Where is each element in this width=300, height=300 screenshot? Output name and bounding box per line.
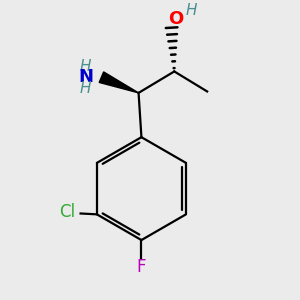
Text: O: O: [168, 10, 183, 28]
Text: H: H: [80, 59, 92, 74]
Text: H: H: [186, 2, 197, 17]
Text: F: F: [137, 258, 146, 276]
Text: Cl: Cl: [59, 203, 75, 221]
Polygon shape: [99, 72, 139, 93]
Text: N: N: [78, 68, 93, 86]
Text: H: H: [80, 80, 92, 95]
